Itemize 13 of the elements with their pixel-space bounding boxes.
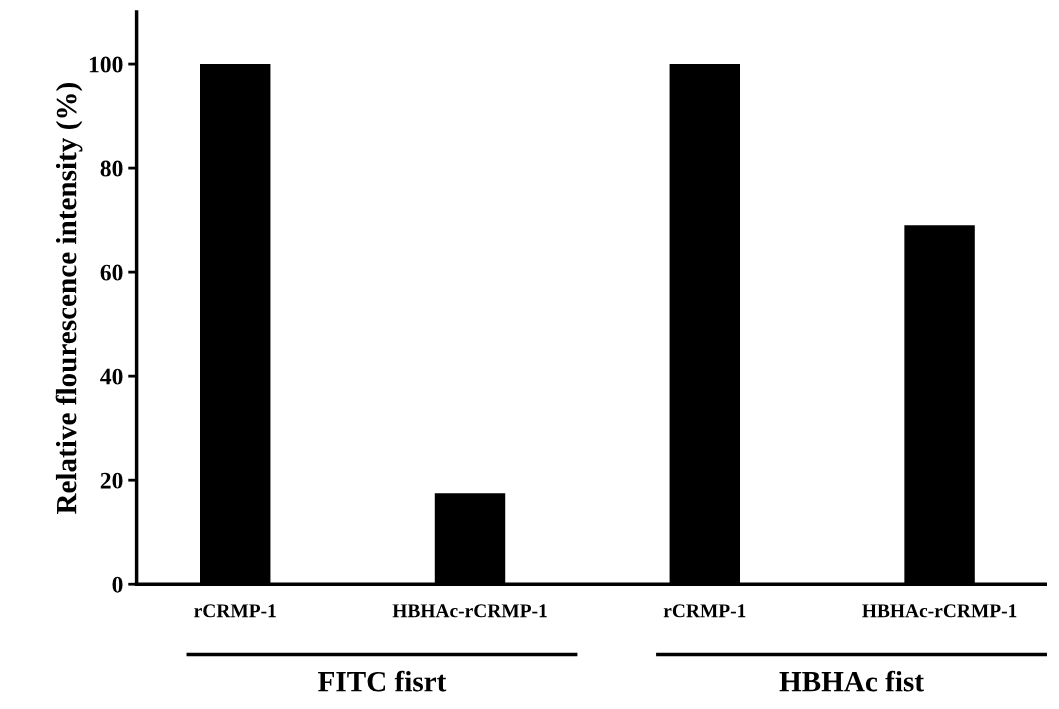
text: FITC fisrt xyxy=(318,670,447,692)
y-axis-title: Relative flourescence intensity (%) xyxy=(55,83,83,515)
y-tick-label: 80 xyxy=(100,160,123,177)
x-tick-label: rCRMP-1 xyxy=(663,604,746,618)
x-tick-label: HBHAc-rCRMP-1 xyxy=(862,604,1017,618)
y-tick-label: 60 xyxy=(100,264,123,281)
text: HBHAc fist xyxy=(779,670,924,692)
x-tick-label: rCRMP-1 xyxy=(194,604,276,618)
y-tick-label: 40 xyxy=(100,368,123,385)
y-tick-label: 0 xyxy=(112,576,123,593)
x-tick-label: HBHAc-rCRMP-1 xyxy=(392,604,547,618)
y-tick-label: 100 xyxy=(89,56,123,73)
y-tick-label: 20 xyxy=(100,472,123,489)
